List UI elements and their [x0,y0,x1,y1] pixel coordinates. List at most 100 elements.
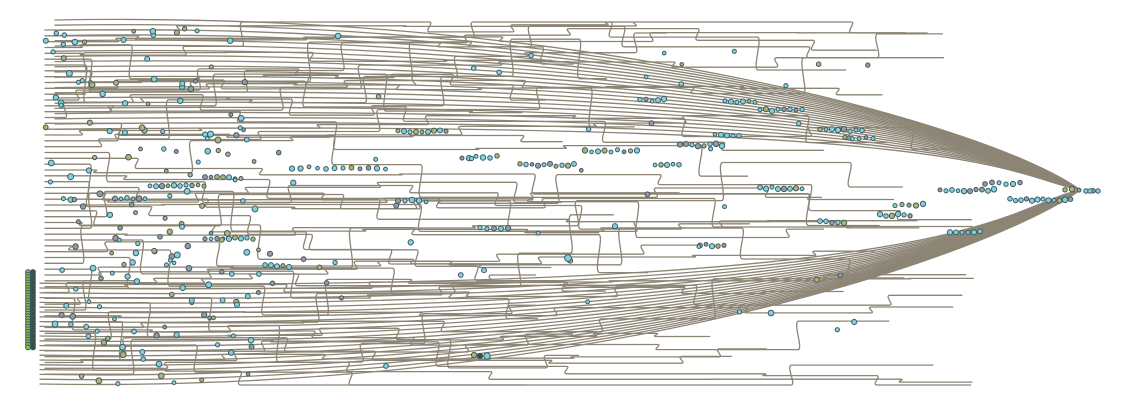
scatter-node [496,69,503,76]
chain-node [473,153,479,159]
scatter-node [470,65,477,71]
chain-node [894,210,902,218]
edge-flow [44,321,733,364]
chain-node [1007,196,1013,202]
scatter-node [98,275,104,282]
edge-flow [44,175,920,229]
chain-node [402,198,408,204]
scatter-node [116,237,122,243]
scatter-node [722,204,727,210]
chain-node [1076,187,1082,193]
scatter-node [149,27,157,35]
chain-node [424,128,432,135]
edge-flow [44,226,649,274]
scatter-node [708,146,714,152]
edge-outer-upper [54,80,1081,191]
scatter-node [233,132,240,139]
chain-node [774,185,782,193]
chain-node [643,96,649,102]
chain-node [953,229,959,236]
chain-node [373,165,381,172]
chain-node [723,132,731,139]
chain-node [459,155,465,161]
edge-flow [44,31,906,43]
edge-flow [44,344,934,386]
scatter-node [457,272,464,278]
edge-flow [44,32,668,148]
scatter-node [106,128,113,135]
chain-node [208,236,214,242]
edge-flow [44,361,973,383]
graph-node [1087,188,1093,194]
scatter-node [133,278,141,285]
scatter-node [205,281,213,289]
scatter-node [61,32,68,38]
scatter-node [163,168,169,174]
chain-node [517,161,523,167]
edge-flow [44,239,963,306]
scatter-node [95,377,103,385]
chain-node [152,183,160,190]
chain-node [977,228,983,235]
scatter-node [153,332,160,339]
scatter-node [188,297,195,304]
edge-flow [44,73,883,113]
chain-node [1034,196,1041,203]
chain-node [1028,197,1036,204]
chain-node [614,147,621,153]
scatter-node [256,247,261,253]
chain-node [220,174,226,180]
chain-node [189,182,195,189]
scatter-node [117,225,123,231]
scatter-node [135,240,141,247]
chain-node [715,243,721,249]
scatter-node [78,373,85,379]
chain-node [407,129,413,135]
chain-node [571,161,577,167]
chain-node [594,148,602,155]
chain-node [262,262,268,268]
scatter-node [228,349,235,356]
chain-node [340,165,346,171]
scatter-node [65,70,73,77]
scatter-node [145,101,151,107]
chain-node [863,135,869,140]
scatter-node [162,215,168,221]
chain-node [689,142,695,148]
chain-node [408,196,416,204]
chain-node [357,166,363,172]
chain-node [655,97,661,104]
scatter-node [131,328,137,335]
chain-node [437,127,443,134]
chain-node [740,98,746,105]
scatter-node [865,62,871,68]
scatter-node [157,233,163,240]
chain-node [546,160,554,167]
chain-node [817,218,823,224]
scatter-node [119,351,127,359]
scatter-node [696,244,702,249]
chain-node [487,155,493,161]
scatter-node [139,348,146,356]
chain-node [297,165,304,172]
scatter-node [468,155,475,162]
scatter-node [251,205,259,213]
scatter-node [85,333,92,339]
edge-flow [44,27,877,95]
scatter-node [199,202,206,209]
scatter-node [50,49,56,55]
chain-node [430,127,438,134]
scatter-node [68,321,74,328]
chain-node [670,161,676,167]
scatter-node [237,114,245,122]
scatter-node [173,251,181,259]
scatter-node [85,167,93,174]
chain-node [415,197,423,204]
chain-node [888,212,896,220]
chain-node [419,129,425,135]
node-layer [25,26,1101,387]
scatter-node [151,247,158,254]
chain-node [768,107,776,115]
chain-node [965,229,971,235]
chain-node [870,135,876,142]
